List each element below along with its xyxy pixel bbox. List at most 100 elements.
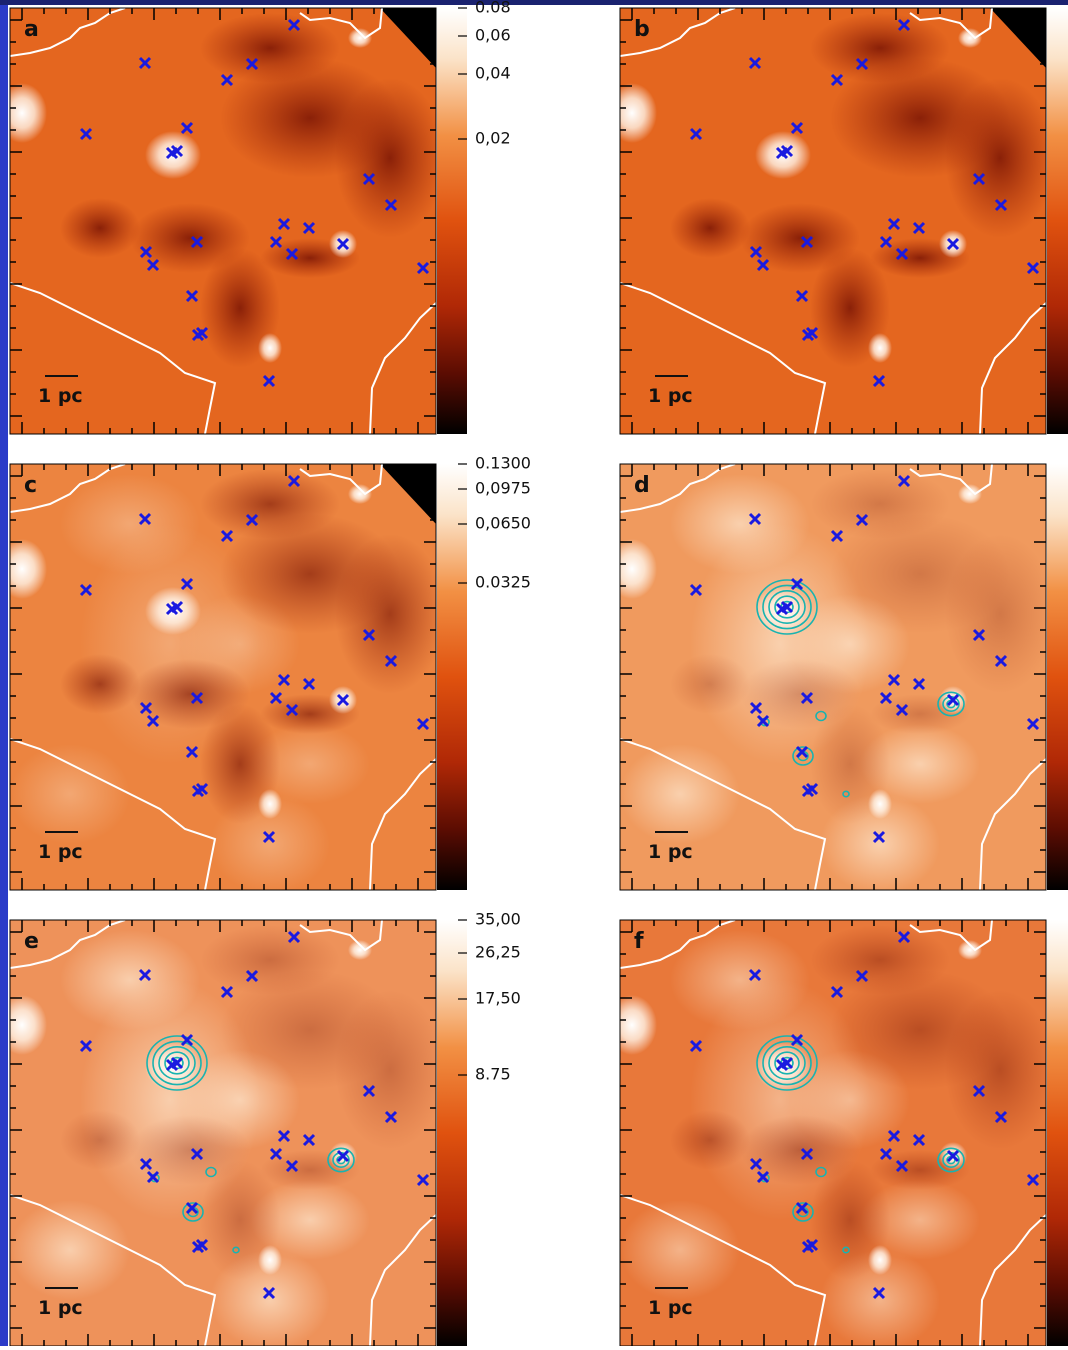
emission-contour: [842, 790, 850, 798]
source-marker: [872, 1286, 886, 1300]
bright-region: [670, 474, 810, 574]
source-marker: [800, 235, 814, 249]
bright-source: [868, 1245, 892, 1275]
source-marker: [285, 703, 299, 717]
colorbar-label: 0,0975: [475, 479, 531, 498]
colorbar: [437, 8, 467, 434]
source-marker: [180, 1033, 194, 1047]
colorbar-label: 26,25: [475, 943, 521, 962]
source-marker: [946, 237, 960, 251]
coverage-contour: [10, 920, 126, 969]
source-marker: [895, 1159, 909, 1173]
bright-source: [10, 995, 47, 1055]
colorbar: [437, 464, 467, 890]
map-panel: [620, 920, 1046, 1346]
source-marker: [830, 985, 844, 999]
source-marker: [262, 374, 276, 388]
source-marker: [805, 1238, 819, 1252]
coverage-contour: [369, 758, 436, 890]
source-marker: [336, 693, 350, 707]
source-marker: [195, 782, 209, 796]
bright-source: [348, 940, 372, 960]
bright-source: [258, 1245, 282, 1275]
source-marker: [946, 693, 960, 707]
map-panel: [10, 920, 436, 1346]
source-marker: [185, 745, 199, 759]
map-panel: [620, 464, 1046, 890]
panel-label: a: [24, 17, 39, 42]
source-marker: [879, 1147, 893, 1161]
source-marker: [855, 969, 869, 983]
dark-region: [810, 469, 950, 539]
scale-label: 1 pc: [648, 841, 693, 863]
source-marker: [220, 985, 234, 999]
dark-region: [130, 659, 250, 729]
source-marker: [790, 1033, 804, 1047]
source-marker: [362, 172, 376, 186]
panel-frame: [619, 463, 1047, 891]
source-marker: [220, 73, 234, 87]
coverage-contour: [10, 282, 217, 434]
emission-contour: [762, 584, 812, 630]
source-marker: [749, 1157, 763, 1171]
source-marker: [879, 691, 893, 705]
coverage-contour: [909, 920, 993, 952]
dark-region: [60, 654, 140, 714]
emission-contour: [774, 1051, 800, 1075]
source-marker: [795, 745, 809, 759]
source-marker: [946, 1149, 960, 1163]
coverage-contour: [10, 1194, 217, 1346]
source-marker: [756, 1170, 770, 1184]
coverage-contour: [620, 282, 827, 434]
colorbar-label: 0,06: [475, 26, 511, 45]
source-marker: [190, 1147, 204, 1161]
dark-region: [60, 1110, 140, 1170]
source-marker: [180, 577, 194, 591]
bright-region: [60, 930, 200, 1030]
source-marker: [795, 289, 809, 303]
bright-source: [10, 83, 47, 143]
source-marker: [384, 654, 398, 668]
source-marker: [190, 691, 204, 705]
dark-region: [130, 203, 250, 273]
colorbar: [437, 920, 467, 1346]
panel-frame: [9, 463, 437, 891]
coverage-contour: [979, 758, 1046, 890]
source-marker: [245, 513, 259, 527]
source-marker: [384, 1110, 398, 1124]
source-marker: [139, 1157, 153, 1171]
source-marker: [79, 127, 93, 141]
bright-region: [250, 1180, 370, 1260]
dark-region: [810, 248, 890, 368]
source-marker: [245, 969, 259, 983]
source-marker: [748, 968, 762, 982]
map-panel: [620, 8, 1046, 434]
source-marker: [972, 1084, 986, 1098]
source-marker: [887, 673, 901, 687]
source-marker: [262, 830, 276, 844]
no-data-corner: [990, 8, 1046, 68]
source-marker: [195, 1238, 209, 1252]
source-marker: [287, 474, 301, 488]
emission-contour: [815, 1166, 827, 1178]
bright-region: [620, 1200, 740, 1300]
emission-contour: [768, 589, 806, 624]
source-marker: [1026, 717, 1040, 731]
emission-contour: [158, 1046, 196, 1081]
source-marker: [895, 703, 909, 717]
dark-region: [740, 659, 860, 729]
dark-region: [670, 1110, 750, 1170]
emission-contour: [842, 1246, 850, 1254]
source-marker: [139, 245, 153, 259]
coverage-contour: [620, 464, 736, 513]
no-data-corner: [380, 464, 436, 524]
source-marker: [302, 221, 316, 235]
source-marker: [336, 237, 350, 251]
source-marker: [262, 1286, 276, 1300]
coverage-contour: [10, 464, 126, 513]
bright-source: [620, 995, 657, 1055]
source-marker: [790, 121, 804, 135]
dark-region: [200, 248, 280, 368]
dark-region: [810, 13, 950, 83]
source-marker: [897, 18, 911, 32]
